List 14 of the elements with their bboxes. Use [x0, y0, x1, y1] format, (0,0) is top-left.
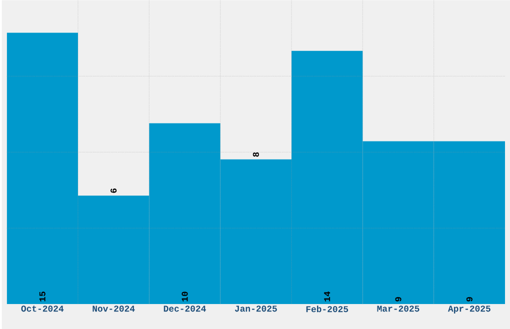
- data-label: 9: [466, 297, 472, 302]
- x-tick-label: Dec-2024: [164, 306, 206, 312]
- x-tick-label: Apr-2025: [448, 306, 490, 314]
- x-tick-label: Feb-2025: [306, 306, 348, 312]
- x-tick-label: Mar-2025: [377, 306, 420, 312]
- data-label: 9: [395, 297, 402, 302]
- data-label: 6: [110, 188, 117, 193]
- data-label: 14: [324, 291, 330, 302]
- x-tick-label: Oct-2024: [21, 306, 64, 312]
- x-tick-label: Jan-2025: [234, 306, 277, 312]
- data-label: 10: [182, 292, 188, 302]
- data-label: 15: [39, 292, 46, 302]
- x-tick-label: Nov-2024: [92, 306, 135, 312]
- data-label: 8: [252, 152, 259, 157]
